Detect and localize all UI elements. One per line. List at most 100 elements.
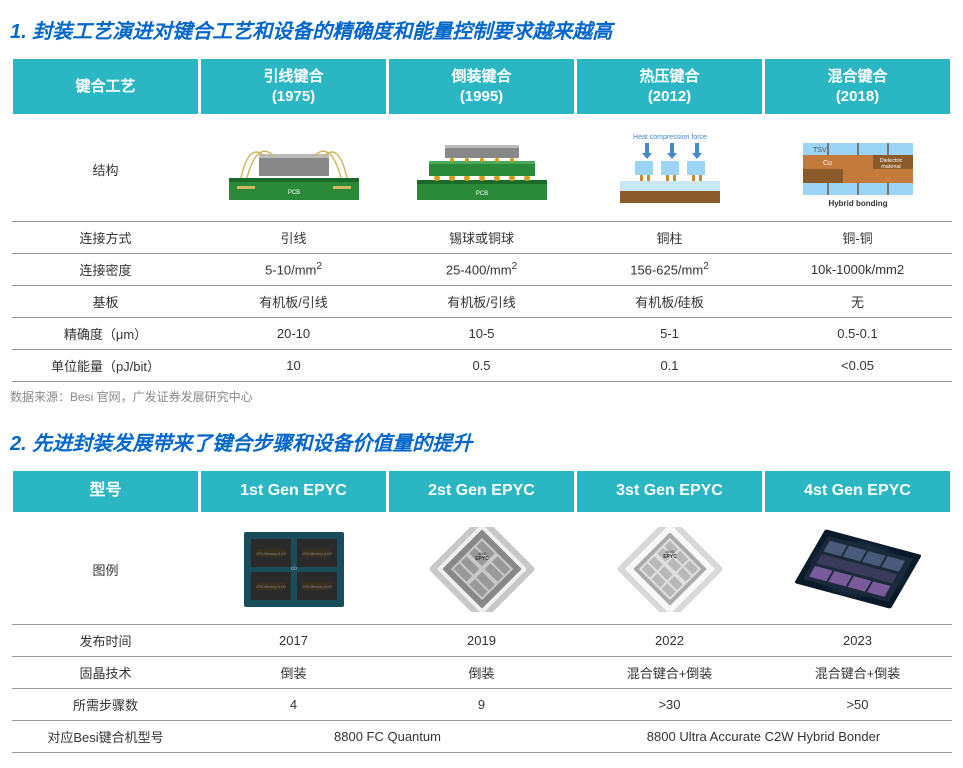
section2-title: 2. 先进封装发展带来了键合步骤和设备价值量的提升 [10,427,953,456]
svg-text:PCB: PCB [287,190,299,196]
t2-row-0: 发布时间 2017 2019 2022 2023 [12,624,952,656]
t1-r2-label: 基板 [12,286,200,318]
t1-r2-c0: 有机板/引线 [200,286,388,318]
t2-r0-c0: 2017 [200,624,388,656]
t1-row-4: 单位能量（pJ/bit） 10 0.5 0.1 <0.05 [12,350,952,382]
t1-row-3: 精确度（μm） 20-10 10-5 5-1 0.5-0.1 [12,318,952,350]
t1-r0-c1: 锡球或铜球 [388,222,576,254]
svg-text:∞: ∞ [290,563,296,573]
t1-r0-c2: 铜柱 [576,222,764,254]
th-flip-l2: (1995) [460,88,503,105]
t2-row-3: 对应Besi键合机型号 8800 FC Quantum 8800 Ultra A… [12,720,952,752]
chip-gen2: AMD EPYC [388,513,576,624]
svg-text:TSV: TSV [813,147,827,154]
t1-r0-label: 连接方式 [12,222,200,254]
t1-r4-c0: 10 [200,350,388,382]
th-wire-l2: (1975) [272,88,315,105]
th-flip-l1: 倒装键合 [451,68,511,85]
svg-text:CPU Memory & I/O: CPU Memory & I/O [256,552,286,556]
th-flip: 倒装键合 (1995) [388,58,576,116]
t2-r2-c2: >30 [576,688,764,720]
table1: 键合工艺 引线键合 (1975) 倒装键合 (1995) 热压键合 (2012) 混合… [10,56,953,382]
t2-r2-c0: 4 [200,688,388,720]
t1-r4-c2: 0.1 [576,350,764,382]
t1-r2-c2: 有机板/硅板 [576,286,764,318]
t2-r0-label: 发布时间 [12,624,200,656]
t2-r2-c3: >50 [764,688,952,720]
t1-row-0: 连接方式 引线 锡球或铜球 铜柱 铜-铜 [12,222,952,254]
t2-r1-c1: 倒装 [388,656,576,688]
svg-text:Heat compression force: Heat compression force [633,134,707,141]
t2-r1-c0: 倒装 [200,656,388,688]
t1-r3-label: 精确度（μm） [12,318,200,350]
th2-gen3: 3st Gen EPYC [576,470,764,514]
t1-r2-c1: 有机板/引线 [388,286,576,318]
t1-r1-c0: 5-10/mm2 [200,254,388,286]
legend-row: 图例 CPU Memory & I/O CPU Memory & I/O CPU… [12,513,952,624]
th2-gen4: 4st Gen EPYC [764,470,952,514]
chip-gen4 [764,513,952,624]
t1-r3-c3: 0.5-0.1 [764,318,952,350]
th2-gen1: 1st Gen EPYC [200,470,388,514]
t2-r0-c2: 2022 [576,624,764,656]
t1-r3-c0: 20-10 [200,318,388,350]
chip-gen3: AMD EPYC [576,513,764,624]
t2-r2-c1: 9 [388,688,576,720]
t2-r0-c1: 2019 [388,624,576,656]
chip-gen1: CPU Memory & I/O CPU Memory & I/O CPU Me… [200,513,388,624]
th-hybrid-l1: 混合键合 [827,68,887,85]
t1-r2-c3: 无 [764,286,952,318]
t1-r4-c1: 0.5 [388,350,576,382]
th-thermo-l2: (2012) [648,88,691,105]
th-hybrid: 混合键合 (2018) [764,58,952,116]
t2-r1-c3: 混合键合+倒装 [764,656,952,688]
t1-r1-c2: 156-625/mm2 [576,254,764,286]
th-process: 键合工艺 [12,58,200,116]
table1-header-row: 键合工艺 引线键合 (1975) 倒装键合 (1995) 热压键合 (2012) 混合… [12,58,952,116]
th2-gen2: 2st Gen EPYC [388,470,576,514]
t1-r3-c1: 10-5 [388,318,576,350]
diagram-wire-bond: PCB [200,116,388,222]
table2-header-row: 型号 1st Gen EPYC 2st Gen EPYC 3st Gen EPY… [12,470,952,514]
t2-row-2: 所需步骤数 4 9 >30 >50 [12,688,952,720]
structure-row: 结构 PCB [12,116,952,222]
th-hybrid-l2: (2018) [836,88,879,105]
t2-row-1: 固晶技术 倒装 倒装 混合键合+倒装 混合键合+倒装 [12,656,952,688]
th-wire: 引线键合 (1975) [200,58,388,116]
t1-r1-c3: 10k-1000k/mm2 [764,254,952,286]
t1-row-1: 连接密度 5-10/mm2 25-400/mm2 156-625/mm2 10k… [12,254,952,286]
t2-r1-c2: 混合键合+倒装 [576,656,764,688]
diagram-flip-chip: PCB [388,116,576,222]
t2-r0-c3: 2023 [764,624,952,656]
svg-text:EPYC: EPYC [663,554,677,560]
legend-label: 图例 [12,513,200,624]
t2-r3-label: 对应Besi键合机型号 [12,720,200,752]
th-thermo: 热压键合 (2012) [576,58,764,116]
svg-text:CPU Memory & I/O: CPU Memory & I/O [302,585,332,589]
svg-text:Cu: Cu [823,160,832,167]
svg-text:Hybrid bonding: Hybrid bonding [828,199,887,208]
svg-text:PCB: PCB [475,191,487,197]
t2-r2-label: 所需步骤数 [12,688,200,720]
th-thermo-l1: 热压键合 [639,68,699,85]
t1-r3-c2: 5-1 [576,318,764,350]
diagram-thermo: Heat compression force [576,116,764,222]
t1-r0-c0: 引线 [200,222,388,254]
t2-r3-m0: 8800 FC Quantum [200,720,576,752]
source-note: 数据来源：Besi 官网，广发证券发展研究中心 [10,388,953,405]
t1-r4-c3: <0.05 [764,350,952,382]
t2-r3-m1: 8800 Ultra Accurate C2W Hybrid Bonder [576,720,952,752]
table2: 型号 1st Gen EPYC 2st Gen EPYC 3st Gen EPY… [10,468,953,753]
t1-row-2: 基板 有机板/引线 有机板/引线 有机板/硅板 无 [12,286,952,318]
t2-r1-label: 固晶技术 [12,656,200,688]
svg-text:EPYC: EPYC [475,556,489,562]
t1-r1-label: 连接密度 [12,254,200,286]
structure-label: 结构 [12,116,200,222]
th2-model: 型号 [12,470,200,514]
th-wire-l1: 引线键合 [263,68,323,85]
t1-r1-c1: 25-400/mm2 [388,254,576,286]
section1-title: 1. 封装工艺演进对键合工艺和设备的精确度和能量控制要求越来越高 [10,15,953,44]
diagram-hybrid: TSV Cu Dielectric material Hybrid bondin… [764,116,952,222]
svg-text:CPU Memory & I/O: CPU Memory & I/O [256,585,286,589]
svg-text:CPU Memory & I/O: CPU Memory & I/O [302,552,332,556]
